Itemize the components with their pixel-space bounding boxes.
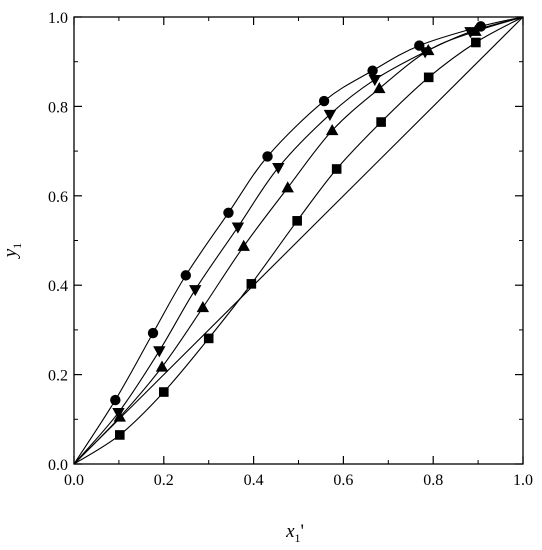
fit-curves <box>73 16 524 465</box>
marker-square <box>246 279 257 289</box>
x-tick-label: 0.6 <box>333 472 353 489</box>
marker-triangle-down <box>323 109 337 121</box>
marker-circle <box>147 327 159 339</box>
fit-curve-triangle-up <box>73 16 524 465</box>
marker-triangle-up <box>196 301 210 313</box>
marker-triangle-up <box>155 360 169 372</box>
x-tick-label: 1.0 <box>513 472 533 489</box>
marker-square <box>423 72 434 83</box>
marker-square <box>471 37 481 48</box>
marker-triangle-down <box>153 346 166 358</box>
x-tick-label: 0.8 <box>423 472 443 489</box>
x-tick-label: 0.4 <box>244 472 264 489</box>
y-axis-label-sub: 1 <box>10 243 24 249</box>
x-tick-label: 0.2 <box>154 472 174 489</box>
marker-triangle-up <box>281 181 294 193</box>
marker-circle <box>223 207 234 218</box>
marker-triangle-up <box>469 24 482 36</box>
y-tick-label: 0.8 <box>48 99 68 116</box>
y-tick-label: 0.0 <box>48 457 68 474</box>
marker-circle <box>318 95 330 107</box>
x-axis-label-suffix: ' <box>301 521 304 542</box>
marker-triangle-up <box>325 124 339 136</box>
axis-ticks: 0.0 0.2 0.4 0.6 0.8 1.0 0.0 0.2 0.4 0.6 0.8 1.0 <box>48 10 533 489</box>
marker-triangle-down <box>231 222 245 234</box>
marker-circle <box>475 21 486 32</box>
data-markers <box>110 21 486 440</box>
marker-square <box>331 164 342 174</box>
marker-square <box>114 430 125 440</box>
y-tick-label: 0.6 <box>48 189 68 206</box>
marker-circle <box>262 151 273 162</box>
marker-square <box>203 333 214 344</box>
marker-circle <box>110 394 121 406</box>
marker-square <box>376 117 386 127</box>
marker-square <box>292 216 302 226</box>
marker-triangle-down <box>189 285 202 297</box>
marker-triangle-down <box>272 163 285 175</box>
marker-triangle-up <box>373 82 386 94</box>
x-axis-label: x1' <box>285 521 304 545</box>
marker-triangle-down <box>368 74 382 87</box>
marker-triangle-up <box>113 410 126 422</box>
marker-triangle-up <box>237 239 250 251</box>
y-axis-label-var: y <box>0 248 21 259</box>
x-tick-label: 0.0 <box>64 472 84 489</box>
y-tick-label: 1.0 <box>48 10 68 27</box>
y-tick-label: 0.4 <box>48 278 68 295</box>
marker-circle <box>180 270 192 281</box>
y-tick-label: 0.2 <box>48 368 68 385</box>
x-axis-label-var: x <box>285 521 295 542</box>
marker-triangle-up <box>422 44 435 56</box>
x-axis-label-sub: 1 <box>295 531 301 545</box>
diagonal-line <box>73 16 524 465</box>
marker-circle <box>367 65 378 76</box>
marker-square <box>159 387 169 397</box>
y-axis-label: y1 <box>0 243 24 259</box>
